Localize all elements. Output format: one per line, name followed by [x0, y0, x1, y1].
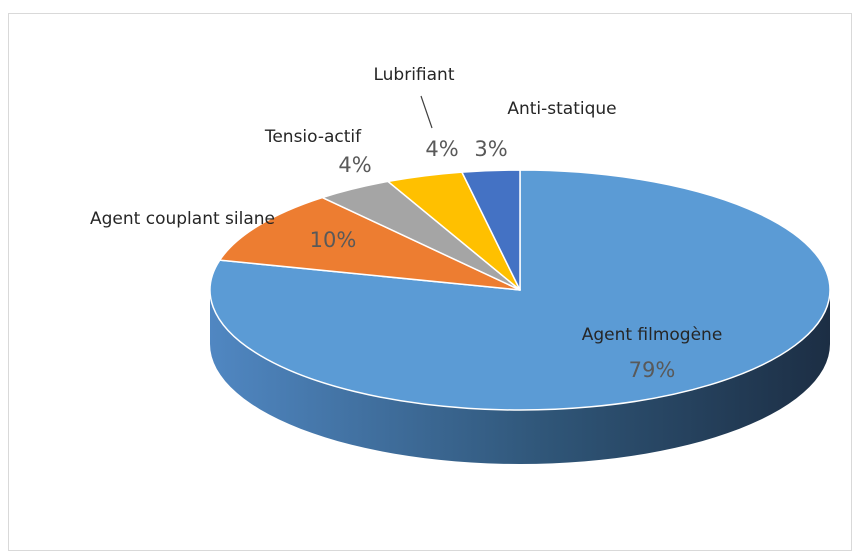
data-label-name: Agent couplant silane [90, 209, 275, 229]
data-label-value: 79% [629, 358, 676, 382]
data-label-name: Lubrifiant [373, 65, 454, 85]
leader-line [420, 95, 433, 129]
pie-slice [461, 169, 521, 291]
data-label-name: Agent filmogène [582, 325, 723, 345]
data-label-name: Tensio-actif [264, 127, 362, 147]
pie-side [210, 290, 830, 464]
data-label-name: Anti-statique [507, 99, 616, 119]
data-label-value: 4% [425, 137, 458, 161]
pie-slice [218, 196, 521, 291]
data-label-value: 4% [338, 153, 371, 177]
data-label-value: 10% [310, 228, 357, 252]
data-label-value: 3% [474, 137, 507, 161]
